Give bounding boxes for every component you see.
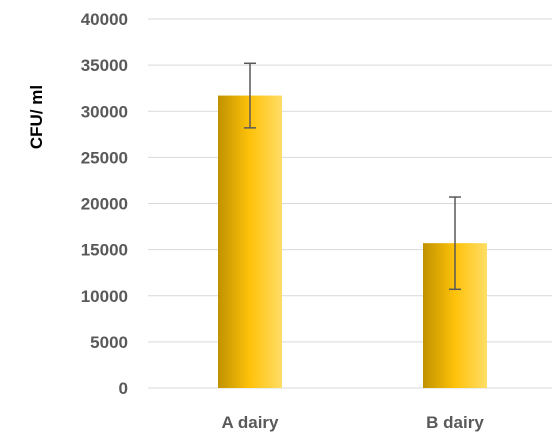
error-bar	[449, 196, 461, 291]
y-tick-label: 25000	[81, 148, 128, 167]
x-tick-label: A dairy	[221, 413, 279, 432]
y-axis-title: CFU/ ml	[27, 85, 46, 149]
bar-a-dairy	[218, 95, 282, 388]
gridlines	[148, 18, 552, 389]
y-tick-label: 40000	[81, 10, 128, 29]
x-tick-label: B dairy	[426, 413, 484, 432]
y-tick-label: 20000	[81, 195, 128, 214]
error-bar	[244, 62, 256, 129]
y-tick-label: 15000	[81, 241, 128, 260]
y-axis-tick-labels: 0 5000 10000 15000 20000 25000 30000 35000 40000	[81, 10, 128, 398]
y-tick-label: 30000	[81, 102, 128, 121]
y-tick-label: 0	[119, 379, 128, 398]
error-bars	[244, 62, 461, 291]
x-axis-tick-labels: A dairy B dairy	[221, 413, 484, 432]
y-tick-label: 35000	[81, 56, 128, 75]
bars	[218, 95, 487, 388]
y-tick-label: 10000	[81, 287, 128, 306]
y-tick-label: 5000	[90, 333, 128, 352]
